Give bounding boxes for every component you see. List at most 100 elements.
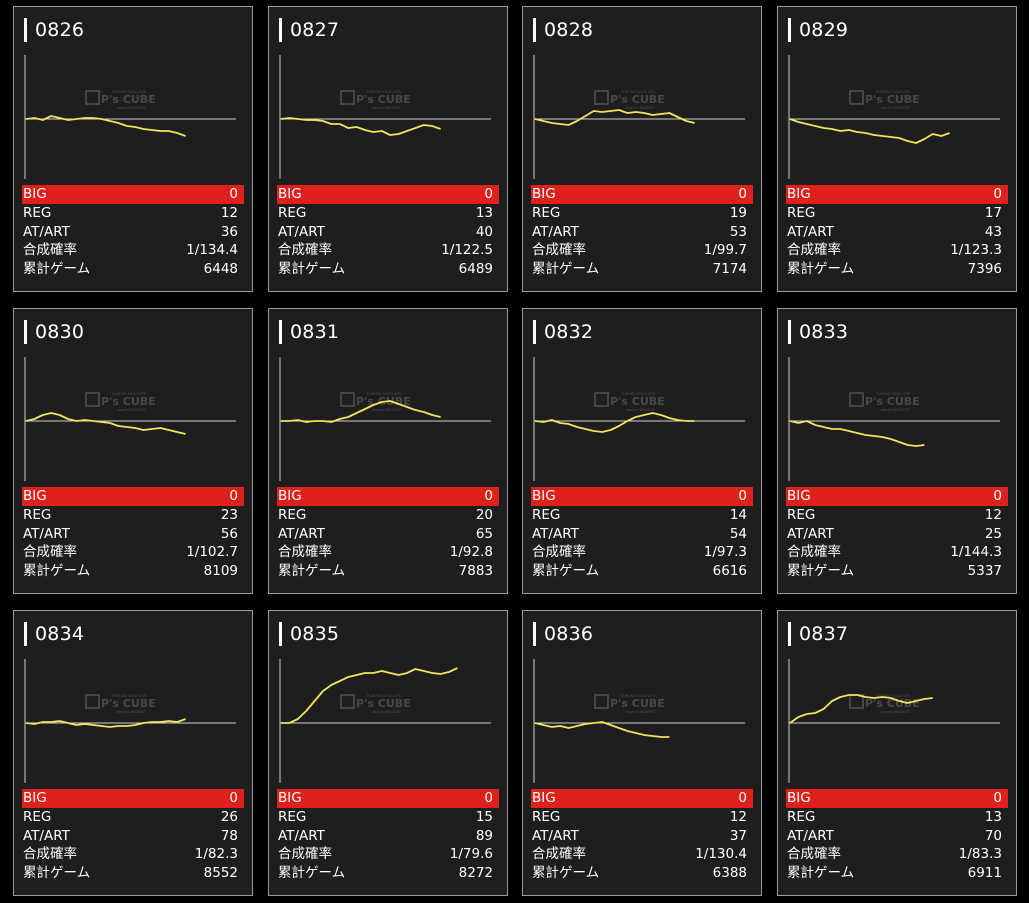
- slump-graph: P's CUBE FURUKO SOGO STR world's BIGGEST: [279, 55, 491, 179]
- big-label: BIG: [23, 790, 47, 807]
- big-value: 0: [993, 488, 1002, 505]
- slump-line: [534, 412, 695, 433]
- rate-label: 合成確率: [532, 544, 586, 561]
- watermark-brand: P's CUBE: [865, 697, 920, 710]
- big-label: BIG: [278, 790, 302, 807]
- at-value: 36: [220, 223, 238, 240]
- reg-value: 26: [220, 809, 238, 826]
- reg-value: 17: [984, 205, 1002, 222]
- stat-row-games: 累計ゲーム 7396: [786, 260, 1008, 279]
- stat-row-games: 累計ゲーム 6489: [277, 260, 499, 279]
- machine-card-0829[interactable]: 0829 P's CUBE FURUKO SOGO STR world's BI…: [777, 6, 1017, 292]
- title-bar-marker: [24, 622, 27, 646]
- reg-value: 12: [984, 507, 1002, 524]
- stat-row-at: AT/ART 37: [531, 826, 753, 845]
- machine-card-0835[interactable]: 0835 P's CUBE FURUKO SOGO STR world's BI…: [268, 610, 508, 896]
- stat-row-games: 累計ゲーム 8552: [22, 864, 244, 883]
- games-label: 累計ゲーム: [532, 261, 600, 278]
- rate-label: 合成確率: [278, 544, 332, 561]
- reg-value: 12: [220, 205, 238, 222]
- title-bar-marker: [788, 18, 791, 42]
- slump-graph: P's CUBE FURUKO SOGO STR world's BIGGEST: [279, 659, 491, 783]
- games-label: 累計ゲーム: [278, 563, 346, 580]
- at-value: 89: [475, 827, 493, 844]
- slump-line: [25, 412, 186, 435]
- watermark-brand: P's CUBE: [610, 93, 665, 106]
- at-label: AT/ART: [278, 223, 325, 240]
- watermark-brand: P's CUBE: [101, 697, 156, 710]
- stats-table: BIG 0 REG 19 AT/ART 53 合成確率 1/99.7 累計ゲーム…: [531, 185, 753, 278]
- watermark-small-top: FURUKO SOGO STR: [367, 392, 401, 396]
- machine-card-0828[interactable]: 0828 P's CUBE FURUKO SOGO STR world's BI…: [522, 6, 762, 292]
- watermark-small-bottom: world's BIGGEST: [117, 408, 147, 412]
- stat-row-at: AT/ART 54: [531, 524, 753, 543]
- rate-label: 合成確率: [532, 242, 586, 259]
- watermark-small-bottom: world's BIGGEST: [372, 408, 402, 412]
- watermark-brand: P's CUBE: [101, 395, 156, 408]
- stat-row-games: 累計ゲーム 8109: [22, 562, 244, 581]
- reg-label: REG: [787, 205, 816, 222]
- stat-row-at: AT/ART 65: [277, 524, 499, 543]
- stat-row-games: 累計ゲーム 6448: [22, 260, 244, 279]
- at-label: AT/ART: [787, 223, 834, 240]
- stat-row-rate: 合成確率 1/97.3: [531, 543, 753, 562]
- card-header: 0832: [533, 319, 593, 345]
- stat-row-reg: REG 14: [531, 506, 753, 525]
- machine-card-0836[interactable]: 0836 P's CUBE FURUKO SOGO STR world's BI…: [522, 610, 762, 896]
- watermark-brand: P's CUBE: [610, 395, 665, 408]
- stat-row-big: BIG 0: [22, 789, 244, 808]
- stat-row-big: BIG 0: [786, 185, 1008, 204]
- games-value: 6448: [203, 261, 238, 278]
- stat-row-games: 累計ゲーム 7174: [531, 260, 753, 279]
- big-value: 0: [229, 790, 238, 807]
- pscube-watermark-logo: P's CUBE FURUKO SOGO STR world's BIGGEST: [340, 90, 411, 110]
- machine-card-0832[interactable]: 0832 P's CUBE FURUKO SOGO STR world's BI…: [522, 308, 762, 594]
- stat-row-reg: REG 20: [277, 506, 499, 525]
- reg-value: 14: [729, 507, 747, 524]
- watermark-small-top: FURUKO SOGO STR: [367, 694, 401, 698]
- reg-label: REG: [278, 809, 307, 826]
- machine-card-0834[interactable]: 0834 P's CUBE FURUKO SOGO STR world's BI…: [13, 610, 253, 896]
- watermark-small-bottom: world's BIGGEST: [117, 710, 147, 714]
- machine-card-0827[interactable]: 0827 P's CUBE FURUKO SOGO STR world's BI…: [268, 6, 508, 292]
- games-value: 6616: [712, 563, 747, 580]
- rate-value: 1/82.3: [194, 846, 238, 863]
- watermark-small-top: FURUKO SOGO STR: [112, 392, 146, 396]
- at-value: 56: [220, 525, 238, 542]
- machine-card-0830[interactable]: 0830 P's CUBE FURUKO SOGO STR world's BI…: [13, 308, 253, 594]
- games-value: 5337: [967, 563, 1002, 580]
- big-label: BIG: [532, 790, 556, 807]
- stat-row-big: BIG 0: [277, 789, 499, 808]
- reg-label: REG: [532, 507, 561, 524]
- watermark-small-top: FURUKO SOGO STR: [112, 694, 146, 698]
- slump-graph: P's CUBE FURUKO SOGO STR world's BIGGEST: [788, 55, 1000, 179]
- games-label: 累計ゲーム: [787, 261, 855, 278]
- stat-row-rate: 合成確率 1/144.3: [786, 543, 1008, 562]
- games-value: 6489: [458, 261, 493, 278]
- games-label: 累計ゲーム: [23, 865, 91, 882]
- pscube-watermark-logo: P's CUBE FURUKO SOGO STR world's BIGGEST: [594, 694, 665, 714]
- stats-table: BIG 0 REG 17 AT/ART 43 合成確率 1/123.3 累計ゲー…: [786, 185, 1008, 278]
- games-label: 累計ゲーム: [787, 563, 855, 580]
- slump-line: [789, 420, 925, 447]
- machine-card-0831[interactable]: 0831 P's CUBE FURUKO SOGO STR world's BI…: [268, 308, 508, 594]
- stat-row-at: AT/ART 36: [22, 222, 244, 241]
- watermark-small-top: FURUKO SOGO STR: [621, 392, 655, 396]
- rate-value: 1/83.3: [958, 846, 1002, 863]
- slump-line: [281, 667, 458, 724]
- stat-row-big: BIG 0: [786, 487, 1008, 506]
- big-label: BIG: [23, 488, 47, 505]
- games-label: 累計ゲーム: [532, 563, 600, 580]
- at-label: AT/ART: [278, 827, 325, 844]
- slump-graph: P's CUBE FURUKO SOGO STR world's BIGGEST: [788, 357, 1000, 481]
- rate-label: 合成確率: [23, 242, 77, 259]
- machine-card-0837[interactable]: 0837 P's CUBE FURUKO SOGO STR world's BI…: [777, 610, 1017, 896]
- rate-value: 1/122.5: [441, 242, 493, 259]
- at-value: 43: [984, 223, 1002, 240]
- machine-card-0826[interactable]: 0826 P's CUBE FURUKO SOGO STR world's BI…: [13, 6, 253, 292]
- stat-row-big: BIG 0: [531, 487, 753, 506]
- card-header: 0826: [24, 17, 84, 43]
- watermark-small-bottom: world's BIGGEST: [372, 710, 402, 714]
- machine-card-0833[interactable]: 0833 P's CUBE FURUKO SOGO STR world's BI…: [777, 308, 1017, 594]
- rate-value: 1/144.3: [950, 544, 1002, 561]
